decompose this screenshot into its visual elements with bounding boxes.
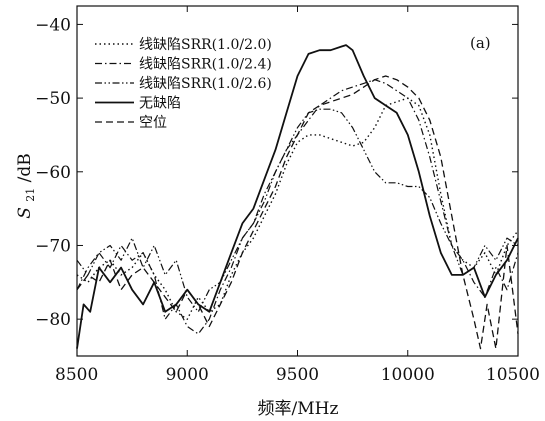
y-tick-label: −50: [35, 89, 71, 109]
y-axis-title-main: S: [15, 207, 35, 219]
legend-label: 空位: [139, 115, 167, 131]
x-tick-label: 10000: [381, 365, 435, 385]
legend: 线缺陷SRR(1.0/2.0) 线缺陷SRR(1.0/2.4) 线缺陷SRR(1.0…: [95, 37, 272, 131]
y-tick-label: −70: [35, 236, 71, 256]
y-axis-title: S 21 /dB: [15, 153, 39, 219]
series-line: [76, 75, 519, 350]
panel-label: (a): [470, 34, 491, 52]
x-tick-label: 10500: [486, 365, 540, 385]
series-line: [76, 44, 519, 349]
axis-ticks: [76, 6, 519, 356]
y-tick-label: −80: [35, 310, 71, 330]
y-tick-label: −60: [35, 163, 71, 183]
x-tick-label: 9500: [276, 365, 319, 385]
y-axis-title-unit: /dB: [15, 153, 35, 182]
legend-label: 线缺陷SRR(1.0/2.4): [139, 57, 272, 73]
legend-label: 线缺陷SRR(1.0/2.6): [139, 76, 272, 92]
y-axis-title-subscript: 21: [24, 188, 37, 202]
series-line: [76, 108, 519, 313]
legend-label: 线缺陷SRR(1.0/2.0): [139, 37, 272, 53]
series-lines: [76, 44, 519, 350]
x-tick-label: 8500: [55, 365, 98, 385]
series-line: [76, 97, 519, 320]
x-axis-title: 频率/MHz: [258, 399, 339, 419]
x-tick-label: 9000: [166, 365, 209, 385]
axis-tick-labels: 8500 9000 9500 10000 10500 −80 −70 −60 −50 −40: [35, 15, 540, 385]
legend-label: 无缺陷: [139, 96, 181, 112]
y-tick-label: −40: [35, 15, 71, 35]
